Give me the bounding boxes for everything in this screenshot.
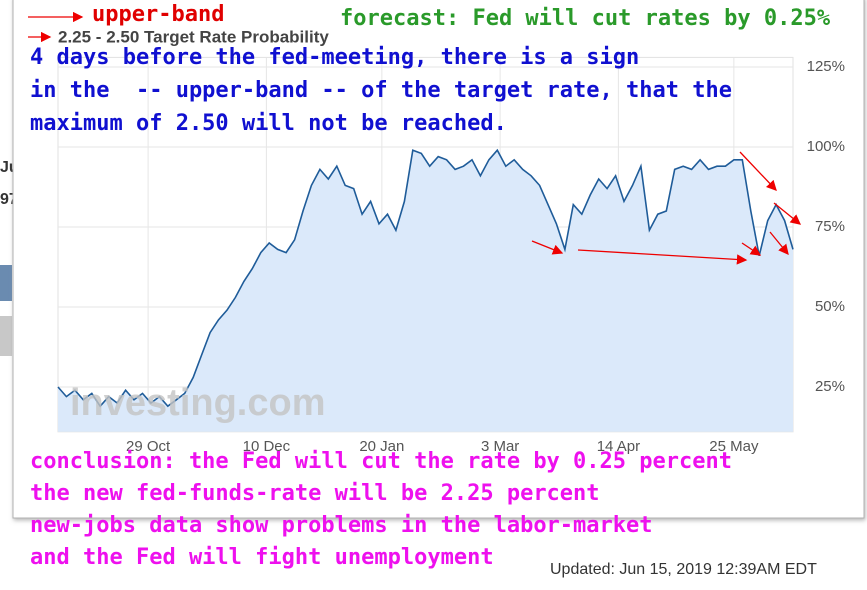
annotation: forecast: Fed will cut rates by 0.25% [340,6,831,31]
annotation: conclusion: the Fed will cut the rate by… [30,449,732,474]
area [58,150,793,432]
annotation: and the Fed will fight unemployment [30,545,494,570]
annotation: maximum of 2.50 will not be reached. [30,111,507,136]
x-tick-label: 10 Dec [243,438,291,455]
x-tick-label: 20 Jan [359,438,404,455]
arrows [28,11,802,265]
updated: Updated: Jun 15, 2019 12:39AM EDT [550,561,817,578]
x-tick-label: 29 Oct [126,438,171,455]
annotation: new-jobs data show problems in the labor… [30,513,653,538]
y-tick-label: 25% [815,378,845,395]
y-tick-label: 50% [815,298,845,315]
annotation: 4 days before the fed-meeting, there is … [30,45,639,70]
plot: 25% 50% 75% 100% 125% 29 Oct 10 Dec 20 Jan 3 Mar… [57,56,845,455]
annotation: upper-band [92,2,224,27]
y-tick-label: 75% [815,218,845,235]
x-tick-label: 3 Mar [481,438,519,455]
background-block [0,265,12,301]
x-tick-label: 14 Apr [597,438,640,455]
y-tick-label: 100% [807,138,845,155]
watermark: investing.com [70,382,326,424]
y-tick-label: 125% [807,58,845,75]
annotation: the new fed-funds-rate will be 2.25 perc… [30,481,600,506]
background-block [0,316,12,356]
x-tick-label: 25 May [709,438,759,455]
line [57,148,794,408]
chart-title: 2.25 - 2.50 Target Rate Probability [58,27,329,46]
annotation: in the -- upper-band -- of the target ra… [30,78,732,103]
